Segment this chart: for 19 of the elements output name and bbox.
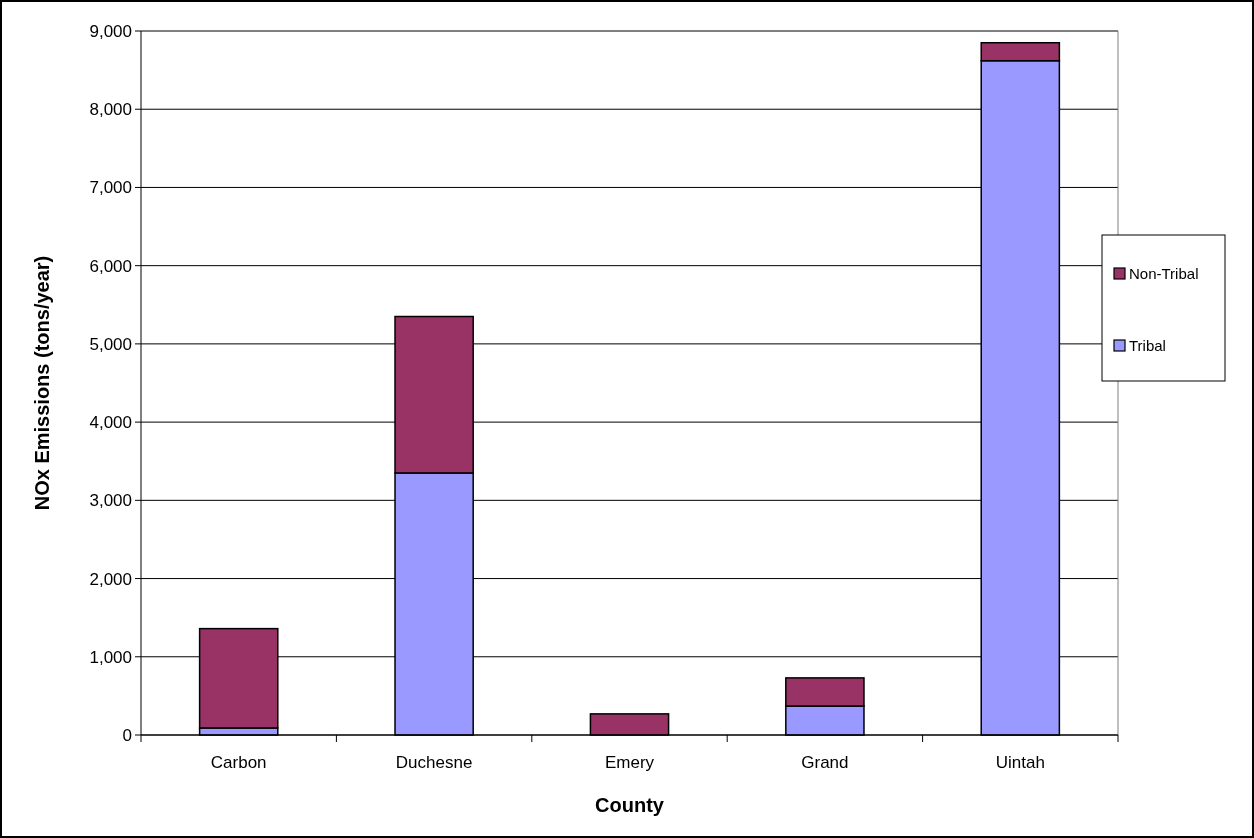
y-tick-label: 3,000: [89, 491, 132, 511]
y-axis-title: NOx Emissions (tons/year): [31, 255, 53, 511]
x-tick-label: Uintah: [995, 753, 1045, 772]
x-tick-label: Emery: [604, 753, 655, 772]
y-tick-label: 5,000: [89, 334, 132, 354]
y-tick-label: 2,000: [89, 569, 132, 589]
y-tick-label: 6,000: [89, 256, 132, 276]
x-tick-label: Carbon: [210, 753, 267, 772]
x-tick-label: Grand: [801, 753, 849, 772]
x-tick-label: Duchesne: [395, 753, 473, 772]
y-tick-label: 7,000: [89, 178, 132, 198]
legend-label: Tribal: [1129, 337, 1166, 355]
y-tick-label: 1,000: [89, 647, 132, 667]
y-tick-label: 4,000: [89, 413, 132, 433]
x-axis-title: County: [595, 794, 665, 816]
y-tick-label: 0: [122, 725, 132, 745]
legend-label: Non-Tribal: [1129, 265, 1199, 283]
y-tick-label: 8,000: [89, 100, 132, 120]
y-tick-label: 9,000: [89, 21, 132, 41]
